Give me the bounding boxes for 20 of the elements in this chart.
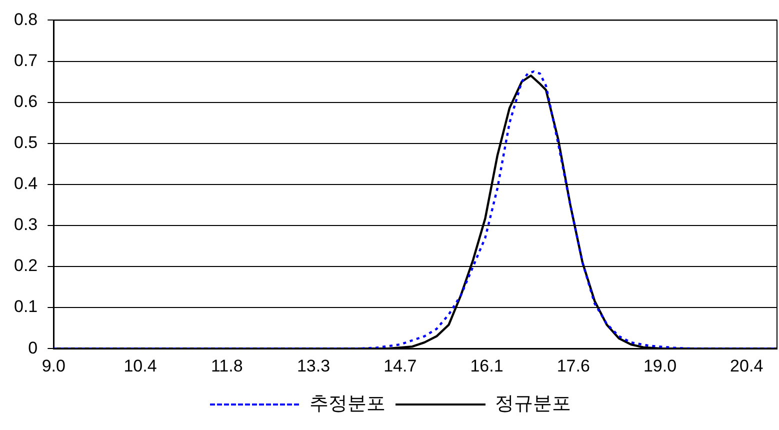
y-tick-label: 0.6 [14,92,38,111]
x-tick-label: 14.7 [384,356,417,376]
y-tick-label: 0.2 [14,256,38,276]
x-tick-label: 20.4 [730,356,764,376]
x-tick-label: 11.8 [210,356,243,376]
y-tick-label: 0.4 [14,174,38,194]
x-tick-label: 10.4 [124,356,157,376]
legend-label: 정규분포 [495,394,571,415]
x-tick-label: 17.6 [556,356,590,376]
y-tick-label: 0.8 [14,10,38,29]
legend-label: 추정분포 [310,394,386,415]
y-tick-label: 0.7 [14,50,38,70]
y-tick-label: 0.5 [14,133,38,152]
y-tick-label: 0.1 [14,297,38,316]
x-tick-label: 9.0 [42,356,66,376]
x-tick-label: 16.1 [470,356,504,376]
x-tick-label: 19.0 [643,356,677,376]
y-tick-label: 0 [28,338,38,358]
y-tick-label: 0.3 [14,215,38,234]
x-tick-label: 13.3 [296,356,330,376]
